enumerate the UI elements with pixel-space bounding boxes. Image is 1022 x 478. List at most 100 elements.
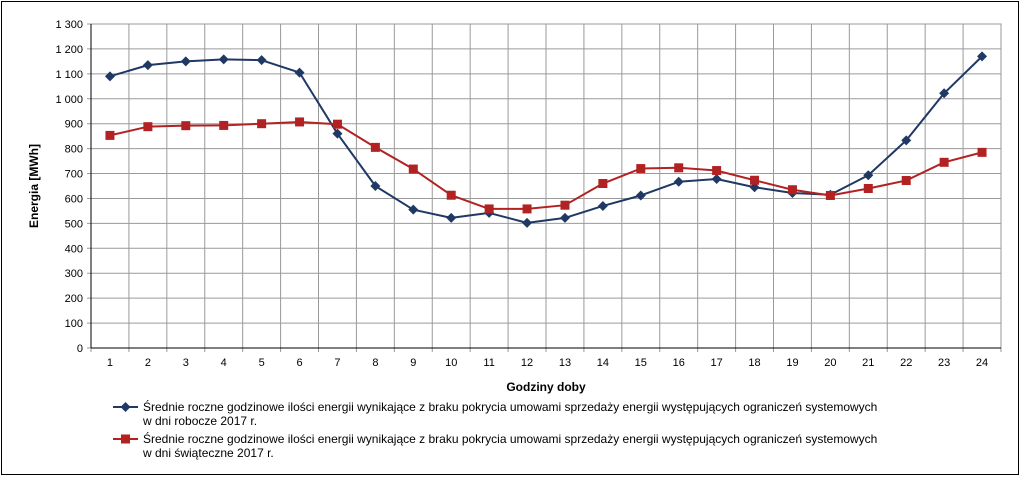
- horizontal-gridlines: [87, 23, 1001, 349]
- x-tick-label: 4: [221, 357, 227, 369]
- x-tick-label: 18: [748, 357, 760, 369]
- data-point-holidays: [522, 204, 532, 214]
- data-point-holidays: [295, 117, 305, 127]
- data-point-workdays: [370, 181, 381, 191]
- data-point-workdays: [597, 200, 608, 211]
- data-point-workdays: [104, 71, 115, 82]
- x-tick-label: 22: [900, 357, 912, 369]
- x-tick-label: 24: [976, 357, 988, 369]
- data-point-holidays: [105, 130, 115, 140]
- x-tick-label: 2: [145, 357, 151, 369]
- y-tick-label: 800: [65, 144, 83, 156]
- data-point-workdays: [446, 212, 457, 223]
- legend-label-workdays-line1: Średnie roczne godzinowe ilości energii …: [143, 399, 877, 414]
- y-tick-label: 200: [65, 293, 83, 305]
- x-tick-label: 3: [183, 357, 189, 369]
- y-tick-label: 300: [65, 268, 83, 280]
- y-axis-title: Energia [MWh]: [27, 144, 41, 228]
- data-point-holidays: [712, 166, 722, 176]
- data-point-holidays: [787, 185, 797, 195]
- series-line-holidays: [109, 120, 983, 210]
- data-point-holidays: [560, 200, 570, 210]
- y-tick-label: 0: [77, 343, 83, 355]
- data-point-holidays: [825, 190, 835, 200]
- legend-item-workdays: Średnie roczne godzinowe ilości energii …: [113, 399, 877, 428]
- data-point-workdays: [294, 67, 305, 78]
- data-point-holidays: [181, 121, 191, 131]
- x-axis-ticks: 1 2 3 4 5 6 7 8 9 10 11 12 13 14 15 16 17 18 19 20 21 22 23 24: [107, 357, 988, 369]
- data-point-holidays: [750, 175, 760, 185]
- x-tick-label: 17: [711, 357, 723, 369]
- legend-label-workdays-line2: w dni robocze 2017 r.: [142, 414, 257, 428]
- data-point-holidays: [636, 164, 646, 174]
- data-point-workdays: [635, 190, 646, 201]
- data-point-holidays: [977, 147, 987, 157]
- data-point-workdays: [522, 217, 533, 228]
- y-tick-label: 900: [65, 119, 83, 131]
- x-axis-title: Godziny doby: [506, 380, 586, 394]
- y-tick-label: 1 000: [55, 94, 83, 106]
- x-tick-label: 8: [372, 357, 378, 369]
- x-tick-label: 19: [786, 357, 798, 369]
- y-tick-label: 1 200: [55, 44, 83, 56]
- y-tick-label: 600: [65, 193, 83, 205]
- legend-item-holidays: Średnie roczne godzinowe ilości energii …: [113, 431, 877, 460]
- x-tick-label: 6: [296, 357, 302, 369]
- data-point-workdays: [711, 174, 722, 185]
- data-point-workdays: [901, 135, 912, 146]
- y-tick-label: 500: [65, 218, 83, 230]
- data-point-workdays: [256, 55, 267, 66]
- data-point-holidays: [598, 179, 608, 189]
- x-tick-label: 10: [445, 357, 457, 369]
- data-point-holidays: [484, 204, 494, 214]
- data-point-holidays: [863, 183, 873, 193]
- data-point-workdays: [559, 212, 570, 223]
- x-tick-label: 16: [673, 357, 685, 369]
- data-point-workdays: [332, 128, 343, 139]
- data-point-workdays: [218, 54, 229, 65]
- series-layer: [104, 51, 988, 228]
- data-point-holidays: [257, 119, 267, 129]
- series-line-workdays: [109, 55, 983, 224]
- y-tick-label: 1 100: [55, 69, 83, 81]
- data-point-holidays: [219, 120, 229, 130]
- data-point-workdays: [939, 88, 950, 99]
- data-point-holidays: [446, 190, 456, 200]
- data-point-holidays: [939, 157, 949, 167]
- x-tick-label: 20: [824, 357, 836, 369]
- y-tick-label: 1 300: [55, 19, 83, 31]
- x-tick-label: 13: [559, 357, 571, 369]
- data-point-holidays: [370, 142, 380, 152]
- x-tick-label: 14: [597, 357, 609, 369]
- legend-label-holidays-line1: Średnie roczne godzinowe ilości energii …: [143, 431, 877, 446]
- x-tick-label: 21: [862, 357, 874, 369]
- x-tick-label: 1: [107, 357, 113, 369]
- x-tick-label: 15: [635, 357, 647, 369]
- y-axis-ticks: 0 100 200 300 400 500 600 700 800 900 1 000 1 100 1 …: [55, 19, 83, 355]
- data-point-workdays: [408, 204, 419, 215]
- x-tick-label: 5: [259, 357, 265, 369]
- data-point-holidays: [143, 122, 153, 132]
- legend: Średnie roczne godzinowe ilości energii …: [113, 399, 877, 460]
- data-point-holidays: [408, 164, 418, 174]
- x-tick-label: 9: [410, 357, 416, 369]
- data-point-holidays: [332, 119, 342, 129]
- data-point-holidays: [901, 176, 911, 186]
- data-point-workdays: [977, 51, 988, 62]
- x-tick-label: 11: [483, 357, 494, 369]
- y-tick-label: 700: [65, 169, 83, 181]
- vertical-gridlines: [90, 24, 1002, 352]
- x-tick-label: 12: [521, 357, 533, 369]
- data-point-workdays: [180, 56, 191, 67]
- legend-marker-holidays: [121, 434, 130, 444]
- x-tick-label: 7: [334, 357, 340, 369]
- y-tick-label: 100: [65, 318, 83, 330]
- data-point-holidays: [674, 163, 684, 173]
- y-tick-label: 400: [65, 243, 83, 255]
- legend-label-holidays-line2: w dni świąteczne 2017 r.: [142, 446, 274, 460]
- x-tick-label: 23: [938, 357, 950, 369]
- legend-marker-workdays: [120, 402, 131, 412]
- data-point-workdays: [673, 176, 684, 187]
- data-point-workdays: [863, 170, 874, 181]
